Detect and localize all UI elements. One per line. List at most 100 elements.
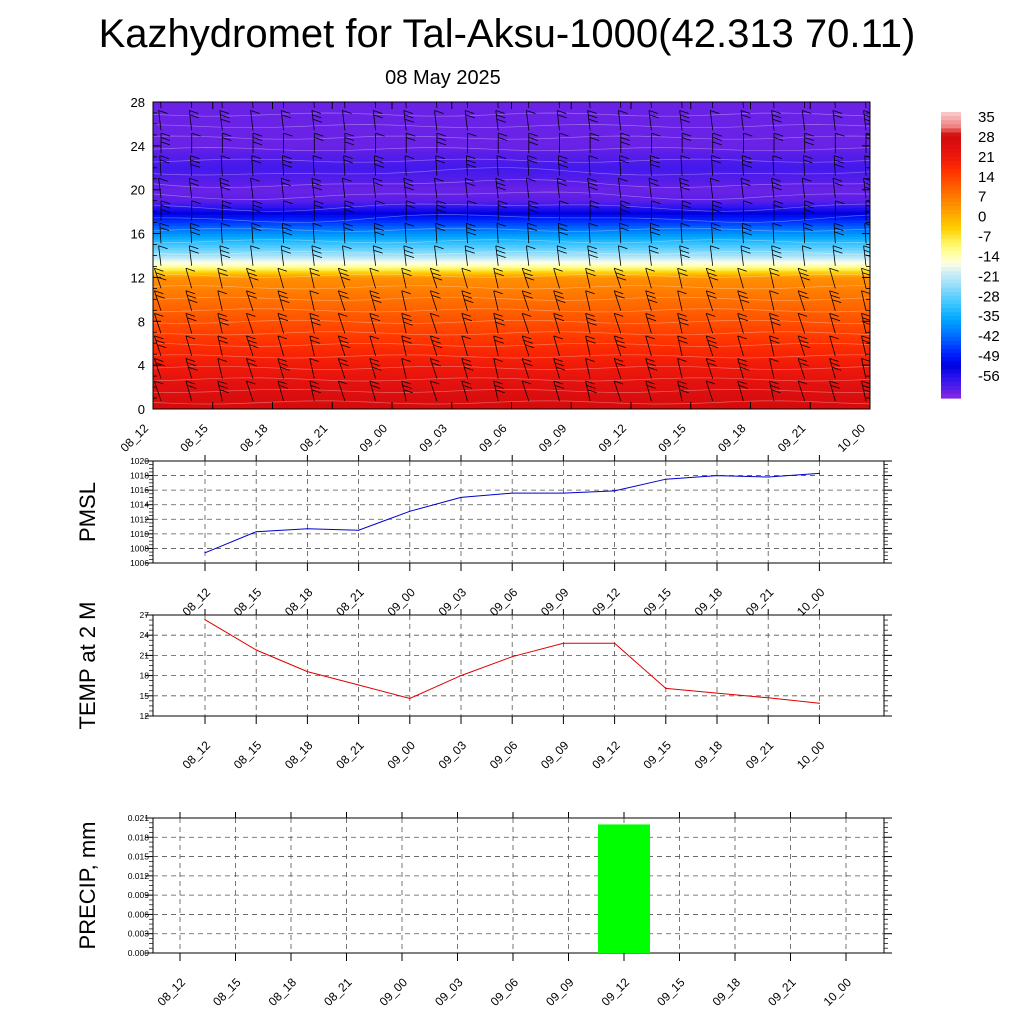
wind-barb	[620, 200, 630, 221]
colorbar-segment	[941, 144, 961, 150]
wind-barb	[252, 132, 263, 154]
x-tick-label: 09_00	[384, 585, 418, 619]
wind-barb	[743, 200, 753, 221]
heatmap-band	[153, 201, 870, 204]
heatmap-band	[153, 120, 870, 125]
colorbar-label: -28	[978, 288, 1000, 305]
heatmap-band	[153, 342, 870, 347]
colorbar-label: 0	[978, 209, 986, 226]
x-tick-label: 09_09	[538, 585, 572, 619]
colorbar-segment	[941, 336, 961, 342]
wind-barb	[618, 110, 628, 131]
x-tick-label: 09_18	[710, 975, 744, 1009]
wind-barb	[649, 155, 660, 176]
wind-barb	[464, 110, 475, 131]
x-tick-label: 08_18	[282, 738, 316, 772]
wind-barb	[280, 177, 291, 199]
wind-barb	[618, 245, 628, 266]
wind-barb	[679, 110, 690, 131]
wind-barb	[277, 380, 289, 402]
heatmap-band	[153, 259, 870, 262]
colorbar-segment	[941, 197, 961, 203]
wind-barb	[861, 267, 870, 289]
data-point	[358, 684, 360, 686]
heatmap-band	[153, 353, 870, 358]
contour-line	[153, 285, 870, 290]
heatmap-band	[153, 161, 870, 166]
heatmap-band	[153, 208, 870, 211]
wind-barb	[160, 102, 162, 109]
contour-line	[153, 167, 870, 176]
wind-barb	[619, 155, 629, 176]
heatmap-band	[153, 257, 870, 261]
wind-barb	[344, 102, 346, 109]
wind-barb	[521, 313, 532, 334]
wind-barb	[342, 110, 352, 131]
heatmap-band	[153, 361, 870, 366]
wind-barb	[405, 102, 407, 109]
wind-barb	[557, 155, 568, 176]
heatmap-band	[153, 274, 870, 277]
wind-barb	[677, 290, 687, 311]
contour-line	[153, 273, 870, 278]
wind-barb	[863, 177, 870, 199]
wind-barb	[313, 132, 324, 154]
heatmap-band	[153, 252, 870, 256]
wind-barb	[829, 290, 842, 311]
colorbar-segment	[941, 295, 961, 301]
wind-barb	[159, 155, 170, 176]
heatmap-band	[153, 276, 870, 281]
heatmap-band	[153, 109, 870, 114]
wind-barb	[246, 267, 259, 289]
wind-barb	[737, 358, 750, 379]
heatmap-band	[153, 312, 870, 317]
wind-barb	[833, 155, 844, 176]
panel-frame	[152, 614, 885, 717]
wind-barb	[461, 313, 473, 334]
wind-barb	[434, 245, 444, 266]
heatmap-band	[153, 200, 870, 203]
colorbar-segment	[941, 238, 961, 244]
heatmap-band	[153, 375, 870, 380]
wind-barb	[493, 380, 505, 402]
heatmap-band	[153, 159, 870, 163]
wind-barb	[434, 110, 444, 131]
colorbar-label: 35	[978, 109, 995, 126]
x-tick-label: 10_00	[794, 585, 828, 619]
heatmap-band	[153, 293, 870, 298]
heatmap-band	[153, 392, 870, 396]
y-tick-label: 1016	[130, 485, 149, 495]
wind-barb	[797, 290, 809, 311]
heatmap-band	[153, 348, 870, 352]
wind-barb	[681, 132, 692, 154]
heatmap-band	[153, 329, 870, 333]
heatmap-band	[153, 193, 870, 196]
heatmap-band	[153, 356, 870, 361]
colorbar-segment	[941, 255, 961, 260]
wind-barb	[527, 155, 538, 176]
wind-barb	[429, 335, 443, 357]
colorbar-segment	[941, 320, 961, 326]
x-tick-label: 08_12	[180, 738, 214, 772]
y-tick-label: 0.018	[128, 832, 150, 842]
heatmap-band	[153, 222, 870, 226]
wind-barb	[375, 132, 385, 154]
colorbar-segment	[941, 242, 961, 248]
heatmap-band	[153, 309, 870, 314]
wind-barb	[158, 245, 168, 266]
wind-barb	[613, 290, 625, 311]
heatmap-band	[153, 131, 870, 136]
wind-barb	[429, 313, 440, 334]
heatmap-band	[153, 128, 870, 133]
colorbar-segment	[941, 275, 961, 281]
wind-barb	[220, 155, 231, 176]
wind-barb	[369, 313, 381, 334]
wind-barb	[403, 110, 415, 131]
heatmap-band	[153, 117, 870, 122]
heatmap-band	[153, 164, 870, 169]
heatmap-band	[153, 350, 870, 355]
heatmap-band	[153, 207, 870, 210]
x-tick-label: 10_00	[794, 738, 828, 772]
heatmap-band	[153, 216, 870, 221]
heatmap-band	[153, 307, 870, 311]
